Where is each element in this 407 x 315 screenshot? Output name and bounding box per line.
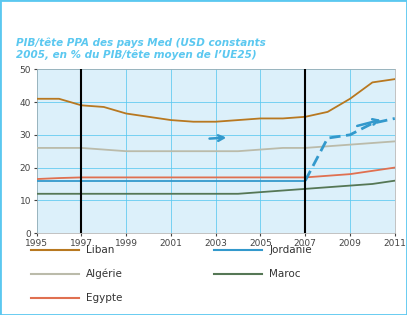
Text: Algérie: Algérie (86, 269, 123, 279)
Text: PIB/tête PPA des pays Med (USD constants
2005, en % du PIB/tête moyen de l’UE25): PIB/tête PPA des pays Med (USD constants… (16, 38, 266, 60)
Text: Maroc: Maroc (269, 269, 301, 279)
Text: Egypte: Egypte (86, 293, 123, 303)
Text: Jordanie: Jordanie (269, 245, 312, 255)
Text: Liban: Liban (86, 245, 115, 255)
